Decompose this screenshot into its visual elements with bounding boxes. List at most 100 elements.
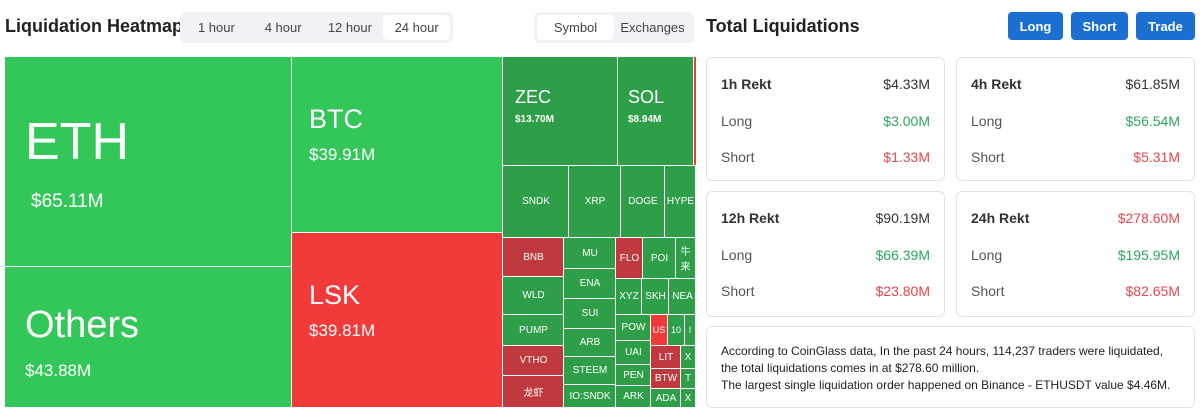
stat-card: 12h Rekt $90.19M Long $66.39M Short $23.80M bbox=[706, 191, 945, 317]
treemap-cell: SUI bbox=[564, 299, 616, 329]
cell-symbol: ENA bbox=[579, 278, 601, 289]
cell-symbol: SKH bbox=[645, 291, 666, 302]
card-row: Short $1.33M bbox=[721, 149, 930, 165]
card-label: 24h Rekt bbox=[971, 210, 1030, 226]
button[interactable]: Trade bbox=[1136, 12, 1195, 40]
stat-card: 24h Rekt $278.60M Long $195.95M Short $82.65M bbox=[956, 191, 1195, 317]
treemap-cell: VTHO bbox=[503, 346, 564, 376]
cell-symbol: X bbox=[684, 351, 692, 363]
treemap-cell: BNB bbox=[503, 238, 564, 277]
tab[interactable]: 12 hour bbox=[327, 20, 372, 35]
treemap-cell: POW bbox=[616, 315, 651, 341]
treemap-cell: ZEC $13.70M bbox=[503, 57, 618, 166]
cell-symbol: LSK bbox=[309, 280, 361, 310]
cell-symbol: ARB bbox=[579, 337, 601, 348]
card-value: $1.33M bbox=[883, 149, 930, 165]
card-value: $195.95M bbox=[1117, 247, 1180, 263]
tab[interactable]: 1 hour bbox=[197, 20, 235, 35]
cell-symbol: US bbox=[652, 325, 666, 335]
cell-symbol: LIT bbox=[658, 351, 674, 363]
treemap-cell: WLD bbox=[503, 277, 564, 315]
treemap-cell: BTC $39.91M bbox=[292, 57, 503, 233]
cell-symbol: Others bbox=[25, 304, 140, 346]
treemap-cell: LSK $39.81M bbox=[292, 233, 503, 408]
card-row: Long $66.39M bbox=[721, 247, 930, 263]
button[interactable]: Long bbox=[1008, 12, 1063, 40]
card-row: Long $56.54M bbox=[971, 113, 1180, 129]
cell-value: $65.11M bbox=[31, 191, 104, 213]
card-value: $4.33M bbox=[883, 76, 930, 92]
cell-symbol: POI bbox=[650, 252, 669, 264]
tab[interactable]: Symbol bbox=[537, 15, 614, 40]
card-row: 24h Rekt $278.60M bbox=[971, 210, 1180, 226]
cell-symbol: UAI bbox=[625, 347, 642, 358]
card-label: Long bbox=[971, 113, 1003, 129]
treemap-cell: ARK bbox=[616, 386, 651, 408]
summary: According to CoinGlass data, In the past… bbox=[706, 326, 1195, 408]
treemap-cell: STEEM bbox=[564, 357, 616, 385]
cell-symbol: VTHO bbox=[519, 355, 548, 366]
treemap-cell: PUMP bbox=[503, 315, 564, 346]
treemap-cell: ADA bbox=[651, 389, 681, 408]
card-label: Short bbox=[971, 149, 1005, 165]
card-label: Short bbox=[721, 149, 755, 165]
card-row: Long $3.00M bbox=[721, 113, 930, 129]
treemap-cell: US bbox=[651, 315, 668, 346]
time-tabs: 1 hour 4 hour 12 hour 24 hour bbox=[180, 12, 453, 43]
cell-symbol: PEN bbox=[623, 369, 644, 381]
treemap-cell: SNDK bbox=[503, 166, 569, 238]
card-row: Short $23.80M bbox=[721, 283, 930, 299]
cell-symbol: 牛来 bbox=[680, 247, 691, 273]
view-tabs: Symbol Exchanges bbox=[534, 12, 694, 43]
cell-symbol: IO:SNDK bbox=[569, 390, 611, 402]
cell-value: $13.70M bbox=[515, 114, 554, 126]
treemap-cell: 10 bbox=[668, 315, 685, 346]
treemap-cell: UAI bbox=[616, 341, 651, 365]
card-value: $56.54M bbox=[1125, 113, 1180, 129]
card-value: $82.65M bbox=[1125, 283, 1180, 299]
card-label: Long bbox=[721, 113, 753, 129]
summary-line: According to CoinGlass data, In the past… bbox=[721, 344, 1164, 375]
cell-symbol: ARK bbox=[623, 391, 644, 402]
tab[interactable]: 24 hour bbox=[383, 15, 450, 40]
cell-symbol: XYZ bbox=[619, 291, 639, 302]
cell-symbol: ETH bbox=[25, 113, 129, 171]
card-label: Short bbox=[721, 283, 755, 299]
cell-symbol: T bbox=[684, 373, 692, 384]
cell-symbol: HYPE bbox=[666, 196, 695, 207]
treemap-cell: HYPE bbox=[665, 166, 696, 238]
cell-symbol: MU bbox=[582, 247, 598, 259]
treemap-cell: 牛来 bbox=[676, 238, 696, 279]
cell-symbol: FLO bbox=[619, 252, 640, 264]
treemap-cell: Others $43.88M bbox=[5, 267, 292, 408]
card-row: 4h Rekt $61.85M bbox=[971, 76, 1180, 92]
cell-symbol: SNDK bbox=[522, 196, 550, 207]
card-value: $61.85M bbox=[1125, 76, 1180, 92]
cell-symbol: ZEC bbox=[515, 87, 551, 107]
cell-symbol: SUI bbox=[581, 308, 599, 319]
cell-symbol: NEA bbox=[672, 291, 693, 302]
cell-symbol: XRP bbox=[584, 196, 606, 207]
tab[interactable]: 4 hour bbox=[264, 20, 302, 35]
treemap-cell: T bbox=[681, 369, 696, 389]
cell-symbol: BTC bbox=[309, 104, 363, 134]
treemap-cell: 龙虾 bbox=[503, 376, 564, 408]
strip bbox=[694, 57, 696, 165]
card-value: $90.19M bbox=[875, 210, 930, 226]
treemap-cell: IO:SNDK bbox=[564, 385, 616, 408]
cell-symbol: ADA bbox=[655, 392, 677, 404]
card-label: 12h Rekt bbox=[721, 210, 780, 226]
button[interactable]: Short bbox=[1071, 12, 1128, 40]
cell-value: $39.91M bbox=[309, 145, 376, 165]
card-label: Short bbox=[971, 283, 1005, 299]
cell-symbol: DOGE bbox=[628, 196, 658, 207]
cell-symbol: 龙虾 bbox=[523, 388, 544, 399]
card-value: $278.60M bbox=[1117, 210, 1180, 226]
card-value: $23.80M bbox=[875, 283, 930, 299]
summary-line: The largest single liquidation order hap… bbox=[721, 378, 1171, 392]
treemap-cell: NEA bbox=[669, 279, 696, 315]
treemap-cell: XYZ bbox=[616, 279, 642, 315]
tab[interactable]: Exchanges bbox=[620, 20, 685, 35]
cell-symbol: BTW bbox=[654, 373, 678, 384]
